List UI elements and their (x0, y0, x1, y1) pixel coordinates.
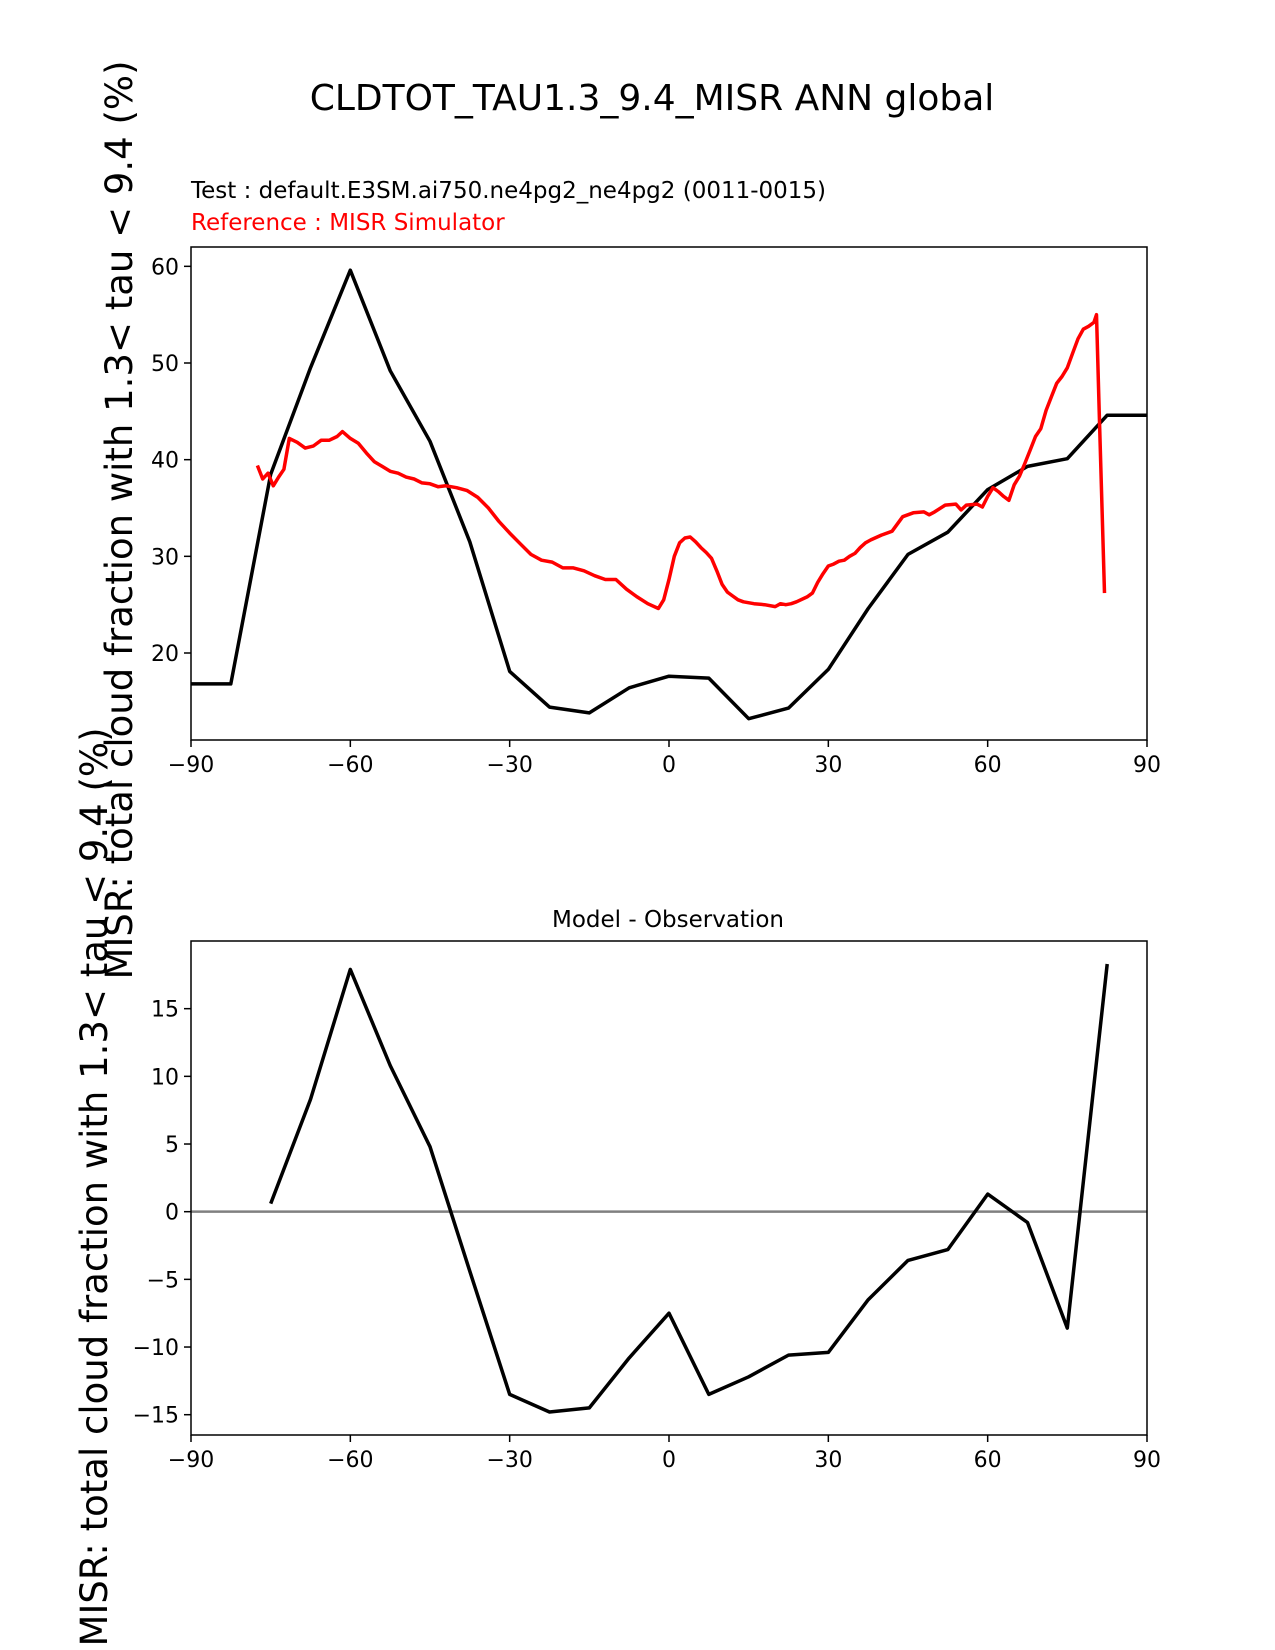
bottom-x-tick-label: 0 (662, 1448, 676, 1473)
bottom-y-tick-label: −10 (133, 1336, 179, 1361)
top-y-tick-label: 50 (151, 352, 179, 377)
bottom-diff-series-line (269, 963, 1109, 1414)
bottom-x-tick-label: 60 (974, 1448, 1002, 1473)
top-x-tick-label: −90 (168, 753, 214, 778)
bottom-x-tick-label: −30 (486, 1448, 532, 1473)
bottom-y-tick-label: 5 (165, 1133, 179, 1158)
bottom-y-tick-label: −15 (133, 1404, 179, 1429)
top-axes-frame (190, 246, 1148, 741)
top-x-tick-label: 60 (974, 753, 1002, 778)
top-x-tick-label: −30 (486, 753, 532, 778)
bottom-x-tick-label: −90 (168, 1448, 214, 1473)
bottom-panel: −90 −60 −30 0 30 60 90 −15 −10 −5 0 5 10 15 (133, 940, 1161, 1473)
top-x-tick-label: 0 (662, 753, 676, 778)
bottom-x-tick-label: 90 (1133, 1448, 1161, 1473)
bottom-y-tick-label: −5 (147, 1268, 179, 1293)
bottom-x-tick-label: 30 (814, 1448, 842, 1473)
bottom-y-tick-label: 15 (151, 998, 179, 1023)
top-x-tick-label: 90 (1133, 753, 1161, 778)
bottom-x-tick-label: −60 (327, 1448, 373, 1473)
test-label: Test : default.E3SM.ai750.ne4pg2_ne4pg2 … (190, 178, 826, 204)
reference-label: Reference : MISR Simulator (191, 210, 505, 236)
top-y-tick-label: 60 (151, 255, 179, 280)
top-x-tick-label: 30 (814, 753, 842, 778)
top-reference-series-line (255, 312, 1107, 611)
top-y-tick-label: 20 (151, 642, 179, 667)
top-x-tick-label: −60 (327, 753, 373, 778)
bottom-axes-frame (190, 940, 1148, 1436)
figure-title: CLDTOT_TAU1.3_9.4_MISR ANN global (310, 78, 995, 119)
top-test-series-line (191, 268, 1147, 721)
top-y-tick-label: 30 (151, 545, 179, 570)
top-y-tick-label: 40 (151, 449, 179, 474)
top-panel: −90 −60 −30 0 30 60 90 20 30 40 50 60 (151, 246, 1161, 778)
bottom-panel-title: Model - Observation (552, 907, 784, 933)
bottom-y-tick-label: 0 (165, 1201, 179, 1226)
y-axis-label-bottom: MISR: total cloud fraction with 1.3< tau… (73, 728, 116, 1647)
y-axis-label-top: MISR: total cloud fraction with 1.3< tau… (98, 61, 141, 980)
bottom-y-tick-label: 10 (151, 1065, 179, 1090)
